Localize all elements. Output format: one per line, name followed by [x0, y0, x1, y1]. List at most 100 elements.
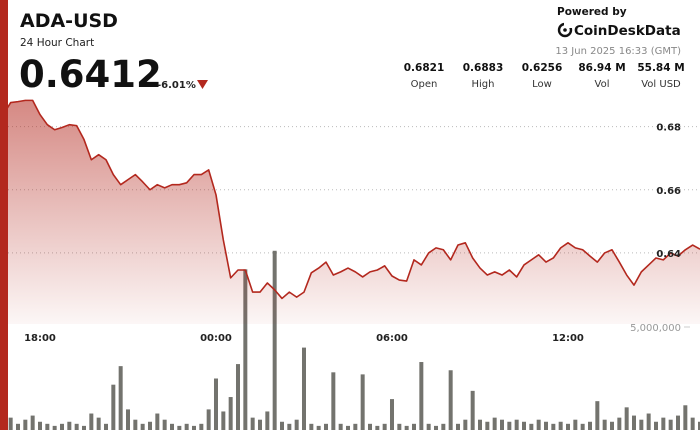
volume-bar	[441, 423, 446, 430]
volume-bar	[279, 421, 284, 430]
volume-bar	[37, 421, 42, 430]
volume-bar	[184, 423, 189, 430]
volume-bar	[323, 423, 328, 430]
volume-bar	[404, 425, 409, 430]
brand-logo	[557, 22, 573, 38]
volume-bar	[15, 423, 20, 430]
volume-bar	[653, 421, 658, 430]
volume-bar	[639, 419, 644, 430]
volume-bar	[609, 421, 614, 430]
volume-bar	[595, 401, 600, 430]
volume-bar	[272, 250, 277, 430]
volume-bar	[235, 364, 240, 430]
stat-value: 0.6821	[404, 62, 445, 74]
volume-bar	[426, 423, 431, 430]
x-tick-label: 00:00	[200, 333, 232, 344]
volume-bar	[580, 423, 585, 430]
volume-bar	[543, 421, 548, 430]
volume-bar	[624, 407, 629, 430]
volume-bar	[675, 415, 680, 430]
volume-bar	[155, 413, 160, 430]
volume-bar	[301, 347, 306, 430]
volume-bar	[463, 419, 468, 430]
volume-bar	[111, 384, 116, 430]
volume-bar	[265, 411, 270, 430]
volume-bar	[375, 425, 380, 430]
volume-bar	[221, 411, 226, 430]
volume-bar	[668, 419, 673, 430]
stat-value: 0.6883	[463, 62, 504, 74]
volume-bar	[81, 425, 86, 430]
volume-bar	[382, 423, 387, 430]
volume-bar	[485, 421, 490, 430]
volume-bar	[287, 423, 292, 430]
accent-bar	[0, 0, 8, 430]
volume-bar	[573, 419, 578, 430]
volume-bar	[103, 423, 108, 430]
volume-bar	[499, 419, 504, 430]
stat-label: Open	[411, 79, 438, 90]
volume-bar	[683, 405, 688, 430]
volume-bar	[133, 419, 138, 430]
volume-bar	[360, 374, 365, 430]
volume-bar	[448, 370, 453, 430]
brand: CoinDeskData	[574, 23, 681, 39]
volume-bar	[89, 413, 94, 430]
volume-bar	[45, 423, 50, 430]
volume-bar	[492, 417, 497, 430]
x-tick-label: 06:00	[376, 333, 408, 344]
volume-bar	[477, 419, 482, 430]
y-tick-label: 0.66	[656, 186, 681, 197]
volume-bar	[411, 423, 416, 430]
volume-bar	[587, 421, 592, 430]
powered-by: Powered by	[557, 6, 627, 18]
stat-label: Low	[532, 79, 552, 90]
volume-bar	[353, 423, 358, 430]
volume-bar	[514, 419, 519, 430]
volume-bar	[213, 378, 218, 430]
plot-area: 0.64 0.66 0.68 5,000,000 18:00 00:00 06:00 12:0…	[1, 99, 700, 430]
y-tick-label: 0.64	[656, 249, 681, 260]
volume-bar	[30, 415, 35, 430]
x-tick-label: 18:00	[24, 333, 56, 344]
volume-bar	[118, 366, 123, 430]
volume-bar	[338, 423, 343, 430]
stat-value: 55.84 M	[637, 62, 684, 74]
stat-label: Vol	[595, 79, 610, 90]
x-tick-label: 12:00	[552, 333, 584, 344]
y-tick-label: 0.68	[656, 123, 681, 134]
volume-bar	[74, 423, 79, 430]
volume-bar	[316, 425, 321, 430]
stats: 0.6821 Open 0.6883 High 0.6256 Low 86.94 M Vol 5…	[404, 62, 685, 90]
volume-bar	[565, 423, 570, 430]
price: 0.6412	[19, 53, 162, 96]
volume-bar	[206, 409, 211, 430]
volume-bar	[536, 419, 541, 430]
title: ADA-USD	[20, 10, 118, 32]
volume-bar	[243, 269, 248, 430]
stat-label: Vol USD	[641, 79, 681, 90]
volume-bar	[177, 425, 182, 430]
volume-bar	[199, 423, 204, 430]
volume-bar	[294, 419, 299, 430]
volume-bar	[419, 362, 424, 430]
volume-bar	[52, 425, 57, 430]
volume-bar	[646, 413, 651, 430]
volume-bar	[331, 372, 336, 430]
volume-bar	[309, 423, 314, 430]
volume-bar	[345, 425, 350, 430]
volume-bar	[23, 419, 28, 430]
volume-bar	[169, 423, 174, 430]
stat-value: 86.94 M	[578, 62, 625, 74]
volume-bar	[397, 423, 402, 430]
volume-bar	[257, 419, 262, 430]
volume-bar	[470, 390, 475, 430]
stat-label: High	[472, 79, 495, 90]
volume-bar	[433, 425, 438, 430]
volume-bar	[551, 423, 556, 430]
volume-bar	[507, 421, 512, 430]
timestamp: 13 Jun 2025 16:33 (GMT)	[555, 46, 681, 57]
subtitle: 24 Hour Chart	[20, 37, 94, 49]
